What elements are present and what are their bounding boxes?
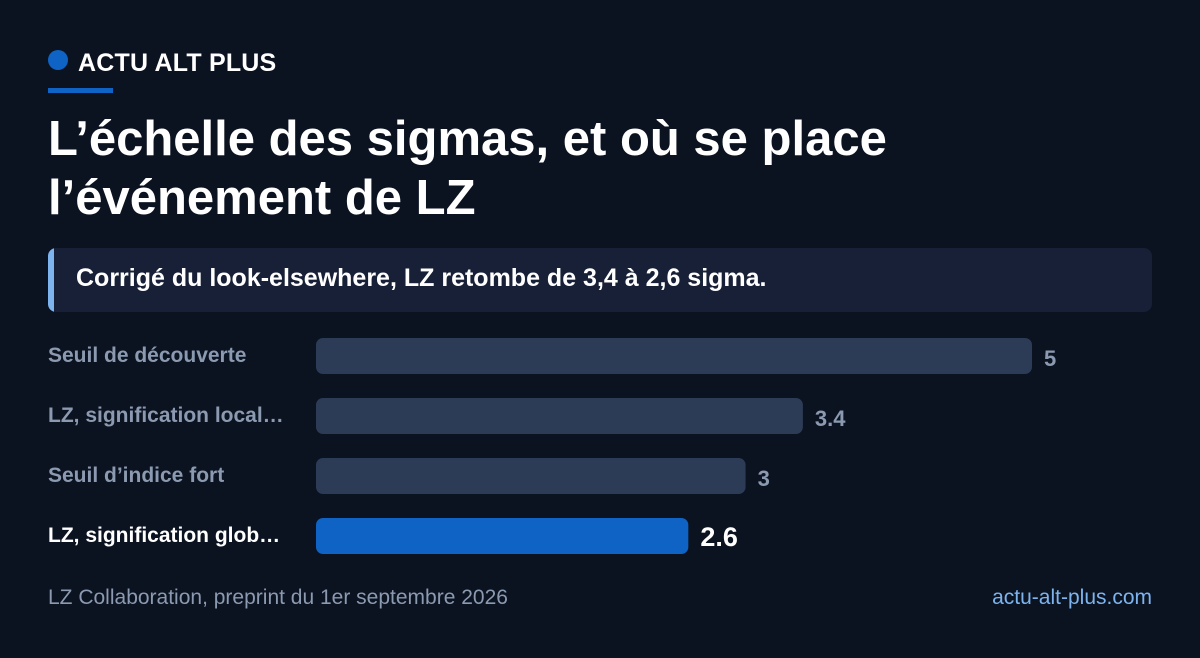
subtitle-callout: Corrigé du look-elsewhere, LZ retombe de… (48, 248, 1152, 312)
value-label: 3.4 (815, 406, 846, 431)
brand-dot-icon (48, 50, 68, 70)
bar (316, 398, 803, 434)
bar (316, 458, 746, 494)
value-label: 3 (758, 466, 770, 491)
subtitle-accent-bar (48, 248, 54, 312)
brand-name: ACTU ALT PLUS (78, 48, 277, 77)
footer-site-link[interactable]: actu-alt-plus.com (992, 586, 1152, 609)
category-label: Seuil de découverte (48, 344, 246, 367)
bar (316, 518, 689, 554)
category-label: LZ, signification glob… (48, 524, 280, 547)
page-title: L’échelle des sigmas, et où se place l’é… (48, 112, 887, 225)
subtitle-text: Corrigé du look-elsewhere, LZ retombe de… (76, 264, 767, 292)
category-label: LZ, signification local… (48, 404, 284, 427)
brand: ACTU ALT PLUS (48, 46, 276, 80)
value-label: 5 (1044, 346, 1056, 371)
value-label: 2.6 (700, 522, 738, 552)
bar (316, 338, 1032, 374)
brand-underline (48, 88, 113, 93)
bar-chart: Seuil de découverte 5 LZ, signification lo… (48, 338, 1056, 554)
footer-source: LZ Collaboration, preprint du 1er septem… (48, 586, 508, 609)
category-label: Seuil d’indice fort (48, 464, 224, 487)
